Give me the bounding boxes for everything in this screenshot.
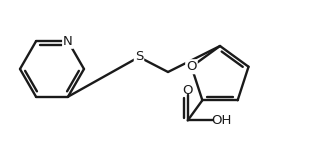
Text: O: O	[182, 84, 193, 97]
Text: N: N	[63, 35, 73, 48]
Text: OH: OH	[211, 114, 232, 127]
Text: S: S	[135, 51, 143, 63]
Text: O: O	[186, 60, 197, 73]
